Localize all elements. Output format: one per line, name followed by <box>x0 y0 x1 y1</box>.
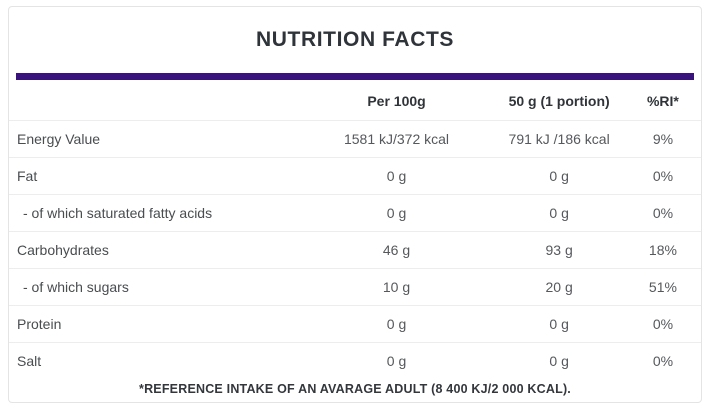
nutrient-label: Energy Value <box>9 120 300 158</box>
ri-value: 0% <box>624 157 701 195</box>
nutrient-label: Salt <box>9 342 300 379</box>
ri-value: 0% <box>624 194 701 232</box>
per-portion-value: 791 kJ /186 kcal <box>493 120 625 158</box>
ri-value: 9% <box>624 120 701 158</box>
ri-value: 51% <box>624 268 701 306</box>
table-row: - of which sugars 10 g 20 g 51% <box>9 268 701 306</box>
table-row: Fat 0 g 0 g 0% <box>9 157 701 195</box>
table-row: Salt 0 g 0 g 0% <box>9 342 701 379</box>
per-100g-value: 1581 kJ/372 kcal <box>299 120 494 158</box>
nutrient-label: Fat <box>9 157 300 195</box>
ri-value: 18% <box>624 231 701 269</box>
per-100g-value: 10 g <box>299 268 494 306</box>
per-100g-value: 0 g <box>299 194 494 232</box>
nutrient-label: - of which sugars <box>9 268 300 306</box>
column-header-per-portion: 50 g (1 portion) <box>508 93 610 109</box>
column-header-ri: %RI* <box>646 93 679 109</box>
table-row: Protein 0 g 0 g 0% <box>9 305 701 343</box>
column-header-label <box>9 80 300 121</box>
per-portion-value: 0 g <box>493 194 625 232</box>
per-portion-value: 20 g <box>493 268 625 306</box>
table-row: Carbohydrates 46 g 93 g 18% <box>9 231 701 269</box>
reference-intake-note: *REFERENCE INTAKE OF AN AVARAGE ADULT (8… <box>139 382 571 396</box>
table-row: Energy Value 1581 kJ/372 kcal 791 kJ /18… <box>9 120 701 158</box>
per-100g-value: 0 g <box>299 342 494 379</box>
per-portion-value: 93 g <box>493 231 625 269</box>
page-title: NUTRITION FACTS <box>256 28 454 51</box>
per-100g-value: 46 g <box>299 231 494 269</box>
table-row: - of which saturated fatty acids 0 g 0 g… <box>9 194 701 232</box>
column-header-per-100g: Per 100g <box>367 93 426 109</box>
nutrition-facts-card: NUTRITION FACTS Per 100g 50 g (1 portion… <box>8 6 702 403</box>
per-portion-value: 0 g <box>493 342 625 379</box>
accent-bar <box>16 73 694 80</box>
per-portion-value: 0 g <box>493 305 625 343</box>
ri-value: 0% <box>624 342 701 379</box>
ri-value: 0% <box>624 305 701 343</box>
nutrient-label: - of which saturated fatty acids <box>9 194 300 232</box>
per-100g-value: 0 g <box>299 305 494 343</box>
nutrition-table: Per 100g 50 g (1 portion) %RI* Energy Va… <box>9 80 701 379</box>
per-portion-value: 0 g <box>493 157 625 195</box>
per-100g-value: 0 g <box>299 157 494 195</box>
nutrient-label: Protein <box>9 305 300 343</box>
table-header-row: Per 100g 50 g (1 portion) %RI* <box>9 80 701 121</box>
nutrient-label: Carbohydrates <box>9 231 300 269</box>
